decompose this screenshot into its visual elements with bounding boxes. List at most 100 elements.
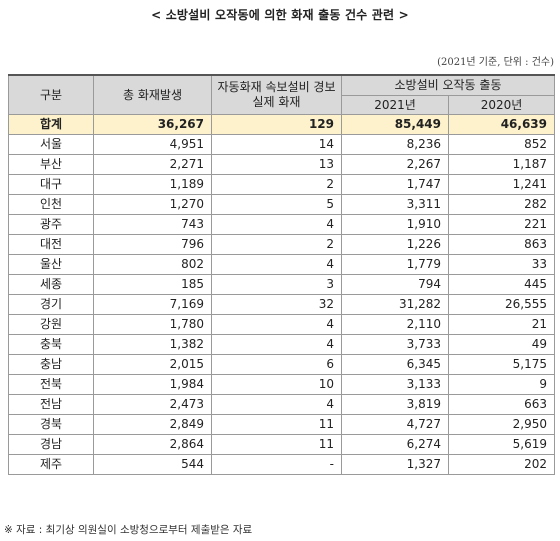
table-row: 전남 2,473 4 3,819 663 <box>8 394 555 415</box>
region-cell: 전북 <box>8 374 94 395</box>
dispatch-2020-cell: 5,619 <box>448 434 555 455</box>
unit-note: (2021년 기준, 단위 : 건수) <box>437 57 554 68</box>
total-fires-cell: 1,270 <box>93 194 212 215</box>
auto-report-cell: 11 <box>211 434 342 455</box>
table-row: 경북 2,849 11 4,727 2,950 <box>8 414 555 435</box>
dispatch-2021-cell: 1,327 <box>341 454 449 475</box>
dispatch-2020-cell: 202 <box>448 454 555 475</box>
total-fires-cell: 2,015 <box>93 354 212 375</box>
dispatch-2021-cell: 6,274 <box>341 434 449 455</box>
dispatch-2021-cell: 31,282 <box>341 294 449 315</box>
dispatch-2020-cell: 9 <box>448 374 555 395</box>
dispatch-2021-cell: 2,110 <box>341 314 449 335</box>
region-cell: 울산 <box>8 254 94 275</box>
region-cell: 서울 <box>8 134 94 155</box>
document-title: < 소방설비 오작동에 의한 화재 출동 건수 관련 > <box>151 8 409 22</box>
table-row: 서울 4,951 14 8,236 852 <box>8 134 555 155</box>
total-auto-report-cell: 129 <box>211 114 342 135</box>
fire-dispatch-table: 구분 총 화재발생 자동화재 속보설비 경보 실제 화재 소방설비 오작동 출동… <box>8 74 555 475</box>
dispatch-2021-cell: 2,267 <box>341 154 449 175</box>
total-fires-cell: 185 <box>93 274 212 295</box>
dispatch-2020-cell: 33 <box>448 254 555 275</box>
total-fires-cell: 544 <box>93 454 212 475</box>
dispatch-2021-cell: 3,311 <box>341 194 449 215</box>
region-cell: 강원 <box>8 314 94 335</box>
table-row: 대전 796 2 1,226 863 <box>8 234 555 255</box>
region-cell: 충남 <box>8 354 94 375</box>
total-fires-cell: 36,267 <box>93 114 212 135</box>
dispatch-2021-cell: 1,779 <box>341 254 449 275</box>
table-row: 인천 1,270 5 3,311 282 <box>8 194 555 215</box>
dispatch-2020-cell: 49 <box>448 334 555 355</box>
region-cell: 경남 <box>8 434 94 455</box>
region-cell: 경북 <box>8 414 94 435</box>
auto-report-cell: 5 <box>211 194 342 215</box>
table-row: 울산 802 4 1,779 33 <box>8 254 555 275</box>
auto-report-cell: 13 <box>211 154 342 175</box>
dispatch-2020-cell: 21 <box>448 314 555 335</box>
dispatch-2021-cell: 1,910 <box>341 214 449 235</box>
auto-report-cell: 10 <box>211 374 342 395</box>
auto-report-cell: 2 <box>211 234 342 255</box>
total-fires-cell: 796 <box>93 234 212 255</box>
auto-report-cell: 4 <box>211 334 342 355</box>
dispatch-2020-cell: 1,241 <box>448 174 555 195</box>
total-fires-cell: 2,271 <box>93 154 212 175</box>
table-row: 세종 185 3 794 445 <box>8 274 555 295</box>
table-row: 부산 2,271 13 2,267 1,187 <box>8 154 555 175</box>
dispatch-2020-cell: 282 <box>448 194 555 215</box>
header-malfunction-group: 소방설비 오작동 출동 <box>341 74 555 96</box>
region-cell: 인천 <box>8 194 94 215</box>
dispatch-2020-cell: 5,175 <box>448 354 555 375</box>
total-fires-cell: 2,473 <box>93 394 212 415</box>
region-cell: 충북 <box>8 334 94 355</box>
source-note: ※ 자료 : 최기상 의원실이 소방청으로부터 제출받은 자료 <box>4 524 253 536</box>
total-fires-cell: 2,849 <box>93 414 212 435</box>
dispatch-2020-cell: 221 <box>448 214 555 235</box>
dispatch-2021-cell: 4,727 <box>341 414 449 435</box>
total-2021-cell: 85,449 <box>341 114 449 135</box>
table-row: 대구 1,189 2 1,747 1,241 <box>8 174 555 195</box>
dispatch-2020-cell: 26,555 <box>448 294 555 315</box>
table-row: 경기 7,169 32 31,282 26,555 <box>8 294 555 315</box>
total-fires-cell: 1,780 <box>93 314 212 335</box>
auto-report-cell: 6 <box>211 354 342 375</box>
total-2020-cell: 46,639 <box>448 114 555 135</box>
total-fires-cell: 4,951 <box>93 134 212 155</box>
total-fires-cell: 2,864 <box>93 434 212 455</box>
region-cell: 광주 <box>8 214 94 235</box>
table-row: 충북 1,382 4 3,733 49 <box>8 334 555 355</box>
auto-report-cell: 4 <box>211 314 342 335</box>
auto-report-cell: 4 <box>211 394 342 415</box>
dispatch-2021-cell: 1,226 <box>341 234 449 255</box>
total-fires-cell: 1,382 <box>93 334 212 355</box>
table-row: 충남 2,015 6 6,345 5,175 <box>8 354 555 375</box>
dispatch-2020-cell: 445 <box>448 274 555 295</box>
dispatch-2020-cell: 1,187 <box>448 154 555 175</box>
total-region-cell: 합계 <box>8 114 94 135</box>
table-row: 전북 1,984 10 3,133 9 <box>8 374 555 395</box>
auto-report-cell: 14 <box>211 134 342 155</box>
auto-report-cell: 2 <box>211 174 342 195</box>
dispatch-2021-cell: 8,236 <box>341 134 449 155</box>
header-year-2021: 2021년 <box>341 95 449 115</box>
auto-report-cell: 32 <box>211 294 342 315</box>
header-auto-report: 자동화재 속보설비 경보 실제 화재 <box>211 74 342 115</box>
auto-report-cell: 3 <box>211 274 342 295</box>
header-region: 구분 <box>8 74 94 115</box>
header-year-2020: 2020년 <box>448 95 555 115</box>
total-fires-cell: 743 <box>93 214 212 235</box>
region-cell: 경기 <box>8 294 94 315</box>
dispatch-2020-cell: 852 <box>448 134 555 155</box>
dispatch-2021-cell: 794 <box>341 274 449 295</box>
dispatch-2021-cell: 6,345 <box>341 354 449 375</box>
region-cell: 전남 <box>8 394 94 415</box>
total-fires-cell: 1,984 <box>93 374 212 395</box>
total-fires-cell: 7,169 <box>93 294 212 315</box>
auto-report-cell: - <box>211 454 342 475</box>
dispatch-2021-cell: 3,733 <box>341 334 449 355</box>
dispatch-2021-cell: 3,819 <box>341 394 449 415</box>
table-row: 강원 1,780 4 2,110 21 <box>8 314 555 335</box>
dispatch-2020-cell: 663 <box>448 394 555 415</box>
region-cell: 대전 <box>8 234 94 255</box>
